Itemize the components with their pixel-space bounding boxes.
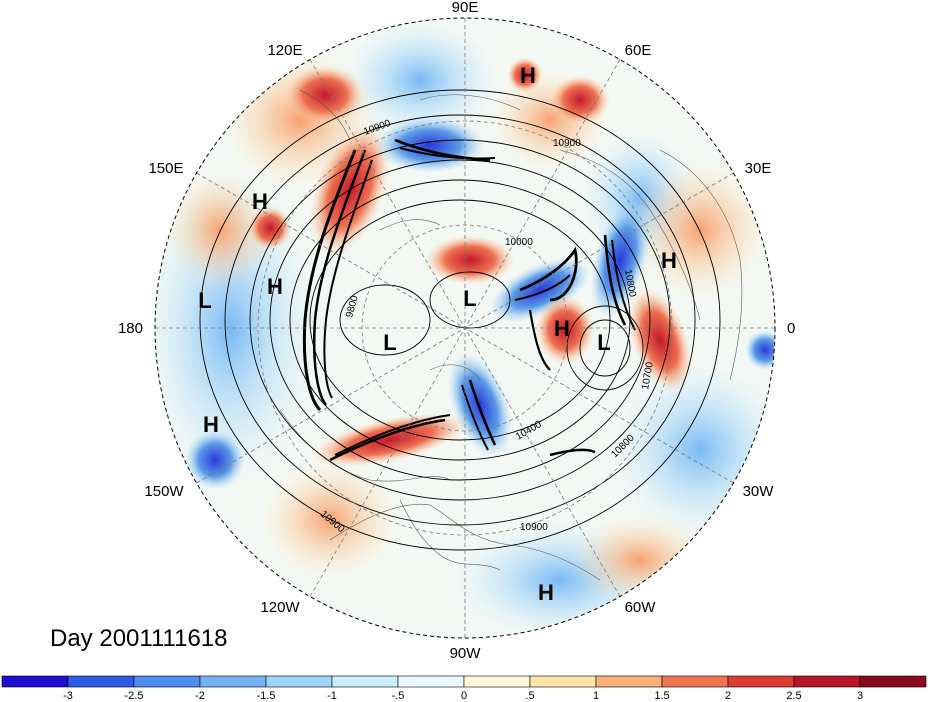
- colorbar-swatch: [595, 675, 663, 688]
- high-center: H: [252, 189, 268, 214]
- colorbar-tick-label: 0: [461, 690, 467, 702]
- colorbar-tick-label: -2: [195, 690, 205, 702]
- colorbar-swatch: [727, 675, 795, 688]
- lon-label-30w: 30W: [743, 483, 775, 500]
- high-center: H: [661, 248, 677, 273]
- high-center: H: [267, 274, 283, 299]
- colorbar-tick-label: -2.5: [125, 690, 144, 702]
- graticule: [155, 18, 775, 638]
- contour-label: 10900: [520, 522, 548, 533]
- colorbar-tick-label: 2.5: [786, 690, 801, 702]
- colorbar-swatch: [67, 675, 135, 688]
- lon-label-30e: 30E: [745, 160, 772, 177]
- colorbar-swatch: [793, 675, 861, 688]
- colorbar-tick-label: -1.5: [257, 690, 276, 702]
- contour-label: 10000: [505, 237, 533, 248]
- lon-label-150w: 150W: [144, 483, 184, 500]
- colorbar-tick-label: .5: [525, 690, 534, 702]
- colorbar-swatch: [661, 675, 729, 688]
- colorbar-tick-label: -.5: [392, 690, 405, 702]
- colorbar-swatch: [859, 675, 927, 688]
- colorbar-tick-label: 2: [725, 690, 731, 702]
- height-contours: [199, 89, 721, 551]
- colorbar-tick-label: -1: [327, 690, 337, 702]
- low-center: L: [198, 288, 211, 313]
- colorbar-swatch: [133, 675, 201, 688]
- contour-label: 10700: [640, 361, 656, 391]
- lon-label-120w: 120W: [260, 599, 300, 616]
- lon-label-150e: 150E: [148, 160, 183, 177]
- low-center: L: [597, 330, 610, 355]
- lon-label-60w: 60W: [625, 599, 657, 616]
- contour-label: 10800: [622, 269, 638, 299]
- colorbar-swatch: [265, 675, 333, 688]
- lon-label-0: 0: [787, 320, 795, 337]
- high-center: H: [538, 580, 554, 605]
- colorbar-tick-label: -3: [63, 690, 73, 702]
- lon-label-120e: 120E: [267, 42, 302, 59]
- lon-label-60e: 60E: [625, 42, 652, 59]
- colorbar-tick-label: 1.5: [654, 690, 669, 702]
- colorbar-swatch: [463, 675, 531, 688]
- high-center: H: [520, 63, 536, 88]
- low-center: L: [383, 330, 396, 355]
- map-boundary: [154, 17, 776, 639]
- lon-label-90e: 90E: [452, 0, 479, 16]
- lon-label-180: 180: [118, 320, 143, 337]
- colorbar-tick-label: 1: [593, 690, 599, 702]
- contour-label: 10900: [553, 138, 581, 149]
- colorbar-swatch: [1, 675, 69, 688]
- lon-label-90w: 90W: [450, 645, 482, 662]
- pressure-centers: H H H L H L L H H L H: [198, 63, 677, 605]
- high-center: H: [203, 412, 219, 437]
- low-center: L: [463, 286, 476, 311]
- longitude-labels: 90E 60E 30E 0 30W 60W 90W 120W 150W 180 …: [118, 0, 795, 662]
- high-center: H: [554, 316, 570, 341]
- colorbar-swatch: [529, 675, 597, 688]
- colorbar: -3 -2.5 -2 -1.5 -1 -.5 0 .5 1 1.5 2 2.5 3: [1, 675, 927, 702]
- coastlines: [279, 89, 743, 581]
- colorbar-swatch: [331, 675, 399, 688]
- colorbar-swatch: [199, 675, 267, 688]
- colorbar-swatch: [397, 675, 465, 688]
- day-title: Day 2001111618: [50, 625, 227, 652]
- colorbar-tick-label: 3: [857, 690, 863, 702]
